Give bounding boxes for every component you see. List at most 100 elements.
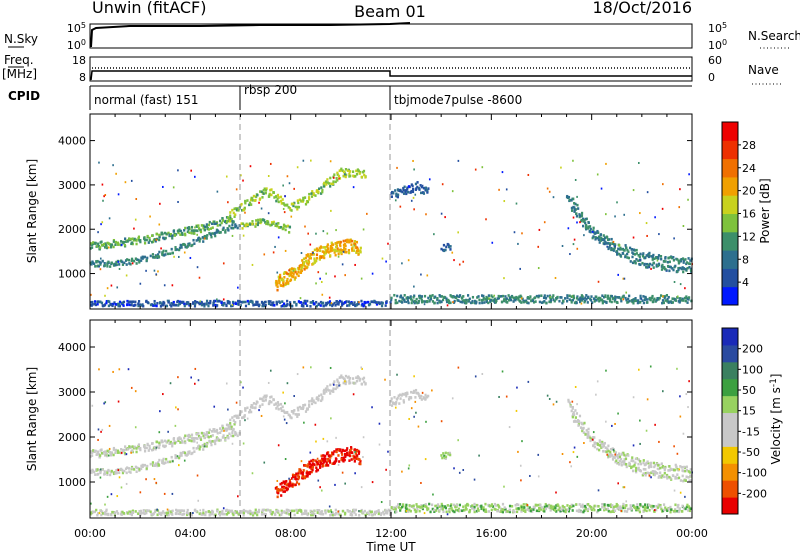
velocity-noise-cell [155,446,158,449]
power-echo-cell [344,175,347,179]
velocity-echo-cell [169,440,173,444]
velocity-echo-cell [262,396,265,399]
velocity-noise-cell [91,404,94,407]
power-echo-cell [540,294,543,298]
power-noise-cell [139,282,142,285]
velocity-echo-cell [337,381,341,385]
power-echo-cell [602,234,605,237]
power-noise-cell [284,195,286,198]
velocity-echo-cell [331,513,335,517]
power-noise-cell [274,245,276,248]
velocity-echo-cell [679,465,682,468]
velocity-echo-cell [637,468,640,471]
velocity-cbar-tick-label: -50 [742,446,760,459]
velocity-echo-cell [421,507,424,511]
power-noise-cell [623,213,626,216]
power-echo-cell [623,249,626,252]
power-echo-cell [411,299,414,302]
velocity-echo-cell [323,456,326,460]
power-echo-cell [655,263,658,267]
velocity-echo-cell [171,509,174,513]
velocity-echo-cell [412,506,415,510]
power-echo-cell [412,187,415,191]
nsky-label: N.Sky [4,32,38,46]
velocity-echo-cell [568,505,572,508]
velocity-feature-0 [89,422,236,459]
power-echo-cell [415,297,418,301]
power-echo-cell [448,245,451,249]
power-noise-cell [548,190,551,193]
power-echo-cell [151,253,155,256]
power-echo-cell [587,227,590,230]
velocity-echo-cell [309,470,312,474]
velocity-echo-cell [312,509,315,513]
power-echo-cell [596,229,599,233]
power-echo-cell [628,299,631,303]
power-echo-cell [355,172,359,176]
velocity-echo-cell [464,504,467,507]
power-echo-cell [478,298,481,302]
velocity-echo-cell [327,464,330,467]
velocity-echo-cell [528,506,531,509]
power-echo-cell [283,304,286,308]
power-echo-cell [153,302,156,306]
velocity-echo-cell [348,509,351,513]
power-echo-cell [281,227,284,231]
power-echo-cell [594,237,597,241]
power-frame [89,113,693,310]
velocity-echo-cell [320,454,323,458]
power-echo-cell [636,299,640,302]
power-echo-cell [264,221,267,224]
power-echo-cell [302,198,305,202]
power-echo-cell [99,261,102,265]
velocity-noise-cell [401,470,403,473]
power-ytick-label: 3000 [58,179,86,192]
velocity-echo-cell [302,469,305,472]
power-echo-cell [216,224,219,227]
velocity-echo-cell [283,490,286,493]
velocity-echo-cell [174,440,178,444]
velocity-echo-cell [320,461,323,464]
power-echo-cell [281,304,285,307]
power-echo-cell [136,258,139,261]
power-echo-cell [277,222,280,225]
velocity-echo-cell [606,447,609,450]
velocity-echo-cell [285,488,288,492]
velocity-noise-cell [352,393,355,396]
power-echo-cell [331,303,334,306]
power-echo-cell [433,301,436,305]
power-echo-cell [600,239,603,242]
velocity-noise-cell [616,462,618,465]
power-echo-cell [599,298,602,302]
power-echo-cell [174,246,177,249]
velocity-echo-cell [610,453,613,456]
velocity-noise-cell [326,440,329,443]
power-echo-cell [333,301,336,305]
velocity-noise-cell [178,464,180,467]
velocity-noise-cell [118,476,121,479]
velocity-echo-cell [251,404,254,408]
power-echo-cell [139,240,142,244]
velocity-echo-cell [200,431,203,435]
power-echo-cell [592,230,595,234]
power-echo-cell [294,268,297,271]
power-echo-cell [402,186,405,190]
velocity-noise-cell [177,408,179,411]
velocity-echo-cell [450,506,453,510]
velocity-echo-cell [221,509,224,513]
velocity-echo-cell [648,504,652,507]
power-echo-cell [577,207,580,210]
velocity-echo-cell [124,448,128,451]
velocity-echo-cell [329,383,332,387]
power-echo-cell [244,224,247,228]
power-echo-cell [568,298,571,301]
power-echo-cell [440,295,444,298]
velocity-echo-cell [307,403,311,406]
power-echo-cell [637,254,640,257]
power-echo-cell [676,270,679,273]
velocity-echo-cell [135,470,138,474]
power-echo-cell [356,168,359,172]
power-echo-cell [580,211,584,215]
velocity-noise-cell [282,415,285,418]
velocity-echo-cell [224,438,227,442]
